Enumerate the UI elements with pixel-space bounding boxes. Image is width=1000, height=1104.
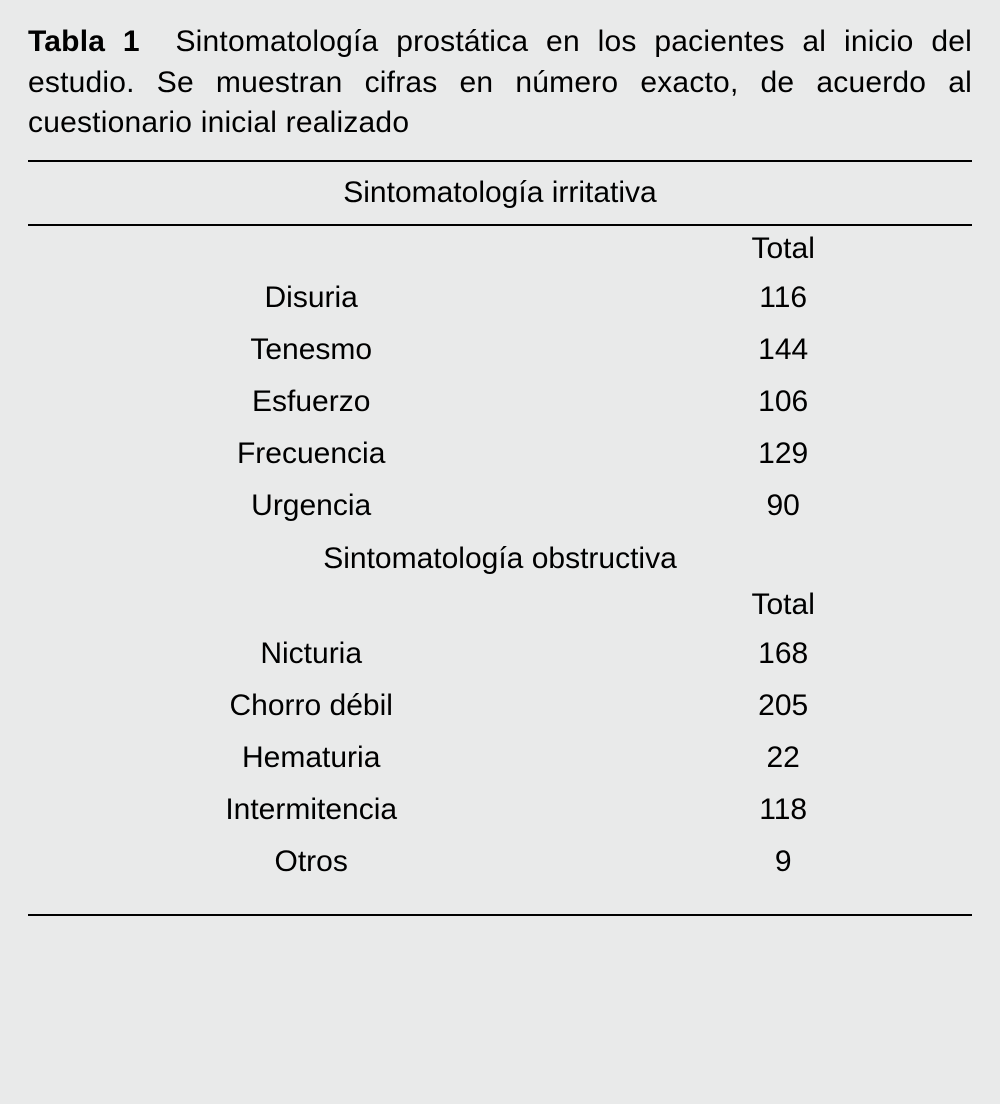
section-header-obstructiva: Sintomatología obstructiva [28,532,972,582]
table-row: Disuria 116 [28,272,972,324]
table-row: Chorro débil 205 [28,680,972,732]
row-label: Intermitencia [28,784,594,836]
total-header: Total [594,226,972,272]
table-row: Otros 9 [28,836,972,888]
row-label: Urgencia [28,480,594,532]
row-label: Disuria [28,272,594,324]
row-value: 118 [594,784,972,836]
row-value: 22 [594,732,972,784]
table-row: Frecuencia 129 [28,428,972,480]
row-value: 106 [594,376,972,428]
empty-cell [28,226,594,272]
bottom-rule [28,914,972,916]
row-value: 90 [594,480,972,532]
table-row: Intermitencia 118 [28,784,972,836]
empty-cell [28,582,594,628]
row-value: 144 [594,324,972,376]
row-label: Nicturia [28,628,594,680]
section-header-irritativa: Sintomatología irritativa [28,162,972,224]
row-value: 116 [594,272,972,324]
row-value: 9 [594,836,972,888]
table-container: Tabla 1 Sintomatología prostática en los… [0,0,1000,976]
spacer [28,888,972,914]
total-header: Total [594,582,972,628]
table-caption: Tabla 1 Sintomatología prostática en los… [28,22,972,144]
row-label: Hematuria [28,732,594,784]
table-row: Tenesmo 144 [28,324,972,376]
table-label: Tabla 1 [28,25,140,58]
row-label: Otros [28,836,594,888]
table-row: Total [28,226,972,272]
row-value: 129 [594,428,972,480]
table-caption-text: Sintomatología prostática en los pacient… [28,25,972,139]
section-table-irritativa: Total Disuria 116 Tenesmo 144 Esfuerzo 1… [28,226,972,532]
row-label: Tenesmo [28,324,594,376]
row-label: Frecuencia [28,428,594,480]
row-label: Chorro débil [28,680,594,732]
table-row: Hematuria 22 [28,732,972,784]
row-label: Esfuerzo [28,376,594,428]
row-value: 168 [594,628,972,680]
table-row: Total [28,582,972,628]
section-table-obstructiva: Total Nicturia 168 Chorro débil 205 Hema… [28,582,972,888]
row-value: 205 [594,680,972,732]
table-row: Esfuerzo 106 [28,376,972,428]
table-row: Urgencia 90 [28,480,972,532]
table-row: Nicturia 168 [28,628,972,680]
